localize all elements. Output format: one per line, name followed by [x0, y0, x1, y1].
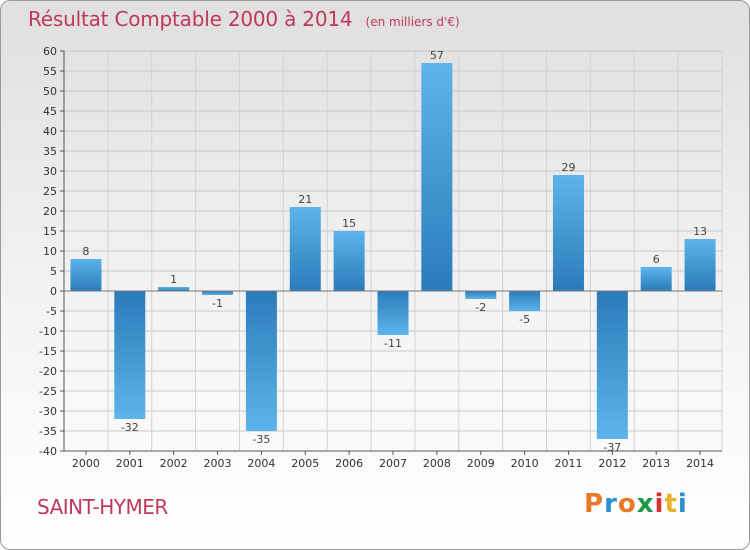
bar-2006 [333, 231, 365, 291]
bar-2002 [158, 287, 190, 291]
y-tick-label: 30 [43, 165, 57, 178]
y-tick-label: -35 [39, 425, 57, 438]
x-tick-label: 2004 [247, 457, 275, 470]
y-tick-label: 15 [43, 225, 57, 238]
x-tick-label: 2008 [423, 457, 451, 470]
y-tick-label: 40 [43, 125, 57, 138]
bar-2005 [289, 207, 321, 291]
y-tick-label: 45 [43, 105, 57, 118]
bar-2003 [202, 291, 234, 295]
proxiti-logo[interactable]: Proxiti [584, 489, 688, 519]
logo-letter: x [636, 489, 655, 519]
labels-layer: 8 -32 1 -1 -35 21 15 -11 57 -2 -5 29 -37 6 13 [82, 49, 707, 454]
x-tick-label: 2010 [511, 457, 539, 470]
y-tick-label: -5 [46, 305, 57, 318]
y-tick-label: -30 [39, 405, 57, 418]
bar-2000 [70, 259, 102, 291]
x-tick-label: 2005 [291, 457, 319, 470]
x-tick-label: 2003 [204, 457, 232, 470]
y-tick-label: 25 [43, 185, 57, 198]
value-label-2002: 1 [170, 273, 177, 286]
value-label-2007: -11 [384, 337, 402, 350]
bars-layer [70, 63, 716, 439]
y-tick-label: 35 [43, 145, 57, 158]
bar-2004 [245, 291, 277, 431]
bar-2013 [640, 267, 672, 291]
logo-letter: t [664, 489, 678, 519]
logo-letter: i [677, 489, 688, 519]
x-tick-label: 2014 [686, 457, 714, 470]
axis-layer: -40 -35 -30 -25 -20 -15 -10 -5 0 5 10 15 20 25 30 35 40 4… [39, 45, 722, 470]
value-label-2003: -1 [212, 297, 223, 310]
y-tick-label: 5 [50, 265, 57, 278]
x-tick-label: 2012 [598, 457, 626, 470]
x-tick-label: 2007 [379, 457, 407, 470]
value-label-2008: 57 [430, 49, 444, 62]
logo-letter: i [654, 489, 665, 519]
y-tick-label: 10 [43, 245, 57, 258]
x-tick-label: 2002 [160, 457, 188, 470]
bar-2001 [114, 291, 146, 419]
value-label-2004: -35 [252, 433, 270, 446]
y-tick-label: -40 [39, 445, 57, 458]
value-label-2006: 15 [342, 217, 356, 230]
commune-name: SAINT-HYMER [37, 495, 168, 519]
logo-letter: P [584, 489, 605, 519]
logo-letter: r [604, 489, 618, 519]
x-tick-label: 2000 [72, 457, 100, 470]
y-tick-label: -10 [39, 325, 57, 338]
value-label-2010: -5 [519, 313, 530, 326]
y-tick-label: 60 [43, 45, 57, 58]
bar-2010 [509, 291, 541, 311]
title-row: Résultat Comptable 2000 à 2014 (en milli… [28, 7, 460, 31]
bar-2011 [552, 175, 584, 291]
value-label-2011: 29 [561, 161, 575, 174]
x-tick-label: 2006 [335, 457, 363, 470]
y-tick-label: 55 [43, 65, 57, 78]
x-tick-label: 2009 [467, 457, 495, 470]
chart-subtitle: (en milliers d'€) [365, 15, 460, 29]
bar-2009 [465, 291, 497, 299]
value-label-2000: 8 [82, 245, 89, 258]
bar-2007 [377, 291, 409, 335]
y-tick-label: 0 [50, 285, 57, 298]
x-tick-label: 2013 [642, 457, 670, 470]
value-label-2013: 6 [653, 253, 660, 266]
y-tick-label: -25 [39, 385, 57, 398]
value-label-2001: -32 [121, 421, 139, 434]
bar-2012 [596, 291, 628, 439]
y-tick-label: 20 [43, 205, 57, 218]
x-tick-label: 2011 [554, 457, 582, 470]
bar-2014 [684, 239, 716, 291]
y-tick-label: -15 [39, 345, 57, 358]
y-tick-label: -20 [39, 365, 57, 378]
value-label-2012: -37 [603, 441, 621, 454]
logo-letter: o [617, 489, 637, 519]
value-label-2005: 21 [298, 193, 312, 206]
bar-2008 [421, 63, 453, 291]
value-label-2014: 13 [693, 225, 707, 238]
x-tick-label: 2001 [116, 457, 144, 470]
y-tick-label: 50 [43, 85, 57, 98]
chart-title: Résultat Comptable 2000 à 2014 [28, 7, 353, 31]
value-label-2009: -2 [475, 301, 486, 314]
